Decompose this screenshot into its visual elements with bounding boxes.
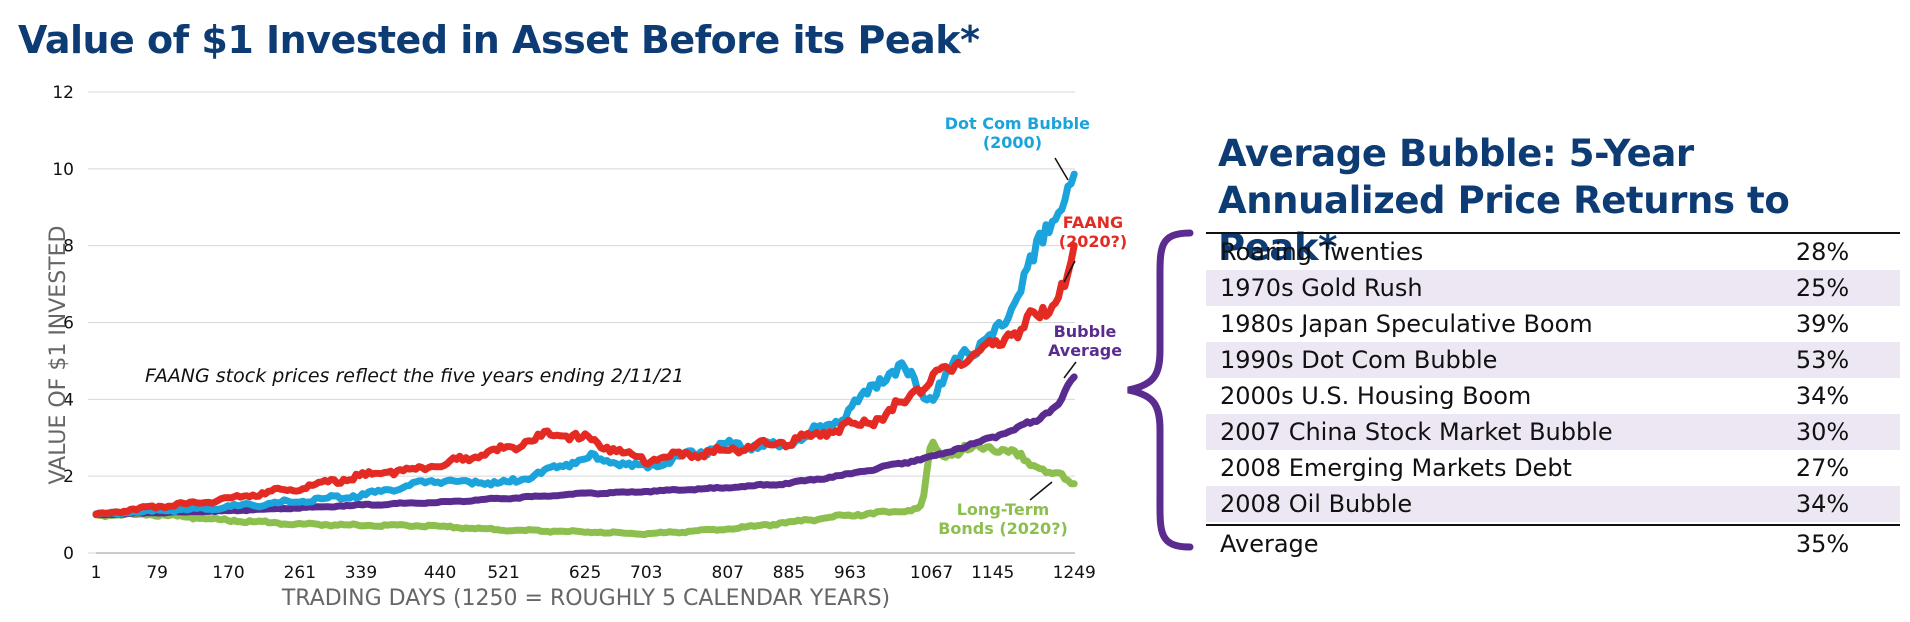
table-row: 1990s Dot Com Bubble 53% — [1206, 342, 1900, 378]
row-label: 2008 Oil Bubble — [1220, 490, 1413, 518]
x-tick-label: 521 — [487, 563, 519, 583]
faang-label-line2: (2020?) — [1058, 232, 1128, 251]
label-pointer-line — [1063, 260, 1076, 283]
table-row: 1970s Gold Rush 25% — [1206, 270, 1900, 306]
dotcom-label-line1: Dot Com Bubble — [944, 114, 1090, 133]
row-value: 25% — [1795, 274, 1850, 302]
row-label: 2007 China Stock Market Bubble — [1220, 418, 1613, 446]
x-tick-label: 339 — [345, 563, 377, 583]
row-value: 34% — [1795, 490, 1850, 518]
x-tick-label: 1249 — [1053, 563, 1096, 583]
row-value: 34% — [1795, 382, 1850, 410]
x-tick-label: 1 — [91, 563, 102, 583]
series-line-faang-2020 — [92, 242, 1078, 519]
label-pointer-line — [1054, 157, 1069, 181]
row-value: 28% — [1795, 238, 1850, 266]
dotcom-label-line2: (2000) — [982, 133, 1042, 152]
series-lines — [92, 170, 1078, 539]
row-label: Roaring Twenties — [1220, 238, 1424, 266]
table-row: 2007 China Stock Market Bubble 30% — [1206, 414, 1900, 450]
y-tick-label: 0 — [63, 544, 74, 564]
table-row: 2008 Emerging Markets Debt 27% — [1206, 450, 1900, 486]
x-tick-label: 703 — [630, 563, 662, 583]
row-label: 1990s Dot Com Bubble — [1220, 346, 1498, 374]
table-row: 1980s Japan Speculative Boom 39% — [1206, 306, 1900, 342]
x-tick-label: 963 — [834, 563, 866, 583]
chart-annotation: FAANG stock prices reflect the five year… — [145, 365, 685, 387]
row-label: 2000s U.S. Housing Boom — [1220, 382, 1532, 410]
brace-icon — [1127, 229, 1194, 551]
y-tick-label: 6 — [63, 314, 74, 334]
row-label: 2008 Emerging Markets Debt — [1220, 454, 1572, 482]
x-axis-label: TRADING DAYS (1250 = ROUGHLY 5 CALENDAR … — [281, 586, 891, 611]
line-chart: 0 2 4 6 8 10 12 1 79 170 261 339 440 521 625 703 807 885… — [52, 83, 1096, 583]
x-tick-label: 170 — [212, 563, 244, 583]
x-tick-label: 440 — [424, 563, 456, 583]
y-axis-label: VALUE OF $1 INVESTED — [46, 225, 71, 485]
row-value: 39% — [1795, 310, 1850, 338]
bonds-series-label: Long-Term Bonds (2020?) — [938, 500, 1068, 538]
row-value: 53% — [1795, 346, 1850, 374]
row-value: 30% — [1795, 418, 1850, 446]
bubble-label-line2: Average — [1047, 341, 1123, 360]
table-row: 2000s U.S. Housing Boom 34% — [1206, 378, 1900, 414]
bubble-label-line1: Bubble — [1053, 322, 1117, 341]
x-tick-label: 625 — [569, 563, 601, 583]
faang-label-line1: FAANG — [1062, 213, 1124, 232]
bubble-average-series-label: Bubble Average — [1040, 322, 1130, 360]
average-value: 35% — [1795, 530, 1850, 558]
row-label: 1970s Gold Rush — [1220, 274, 1423, 302]
row-value: 27% — [1795, 454, 1850, 482]
label-pointers — [1029, 157, 1077, 501]
x-tick-label: 1145 — [971, 563, 1014, 583]
series-line-long-term-bonds-2020 — [92, 438, 1078, 539]
average-row: Average 35% — [1206, 524, 1900, 562]
series-line-dot-com-bubble-2000 — [92, 170, 1078, 518]
table-top-rule — [1206, 232, 1900, 234]
x-tick-label: 885 — [773, 563, 805, 583]
row-label: 1980s Japan Speculative Boom — [1220, 310, 1593, 338]
average-label: Average — [1220, 530, 1319, 558]
y-tick-label: 12 — [52, 83, 74, 103]
chart-title: Value of $1 Invested in Asset Before its… — [18, 18, 980, 62]
label-pointer-line — [1029, 481, 1053, 501]
y-tick-label: 8 — [63, 237, 74, 257]
bonds-label-line2: Bonds (2020?) — [938, 519, 1068, 538]
dotcom-series-label: Dot Com Bubble (2000) — [935, 114, 1090, 152]
table-row: Roaring Twenties 28% — [1206, 234, 1900, 270]
x-tick-label: 807 — [712, 563, 744, 583]
label-pointer-line — [1063, 361, 1077, 379]
table-body: Roaring Twenties 28% 1970s Gold Rush 25% 198… — [1206, 234, 1900, 522]
x-tick-label: 1067 — [910, 563, 953, 583]
table-title: Average Bubble: 5-Year Annualized Price … — [1218, 132, 1790, 269]
bonds-label-line1: Long-Term — [956, 500, 1050, 519]
y-axis-ticks: 0 2 4 6 8 10 12 — [52, 83, 74, 564]
x-tick-label: 261 — [284, 563, 316, 583]
returns-table: Roaring Twenties 28% 1970s Gold Rush 25% 198… — [1206, 232, 1900, 562]
faang-series-label: FAANG (2020?) — [1048, 213, 1138, 251]
y-tick-label: 2 — [63, 467, 74, 487]
x-axis-ticks: 1 79 170 261 339 440 521 625 703 807 885 963 1067 114… — [91, 563, 1096, 583]
x-tick-label: 79 — [146, 563, 168, 583]
gridlines — [88, 91, 1075, 554]
y-tick-label: 4 — [63, 390, 74, 410]
y-tick-label: 10 — [52, 160, 74, 180]
table-row: 2008 Oil Bubble 34% — [1206, 486, 1900, 522]
